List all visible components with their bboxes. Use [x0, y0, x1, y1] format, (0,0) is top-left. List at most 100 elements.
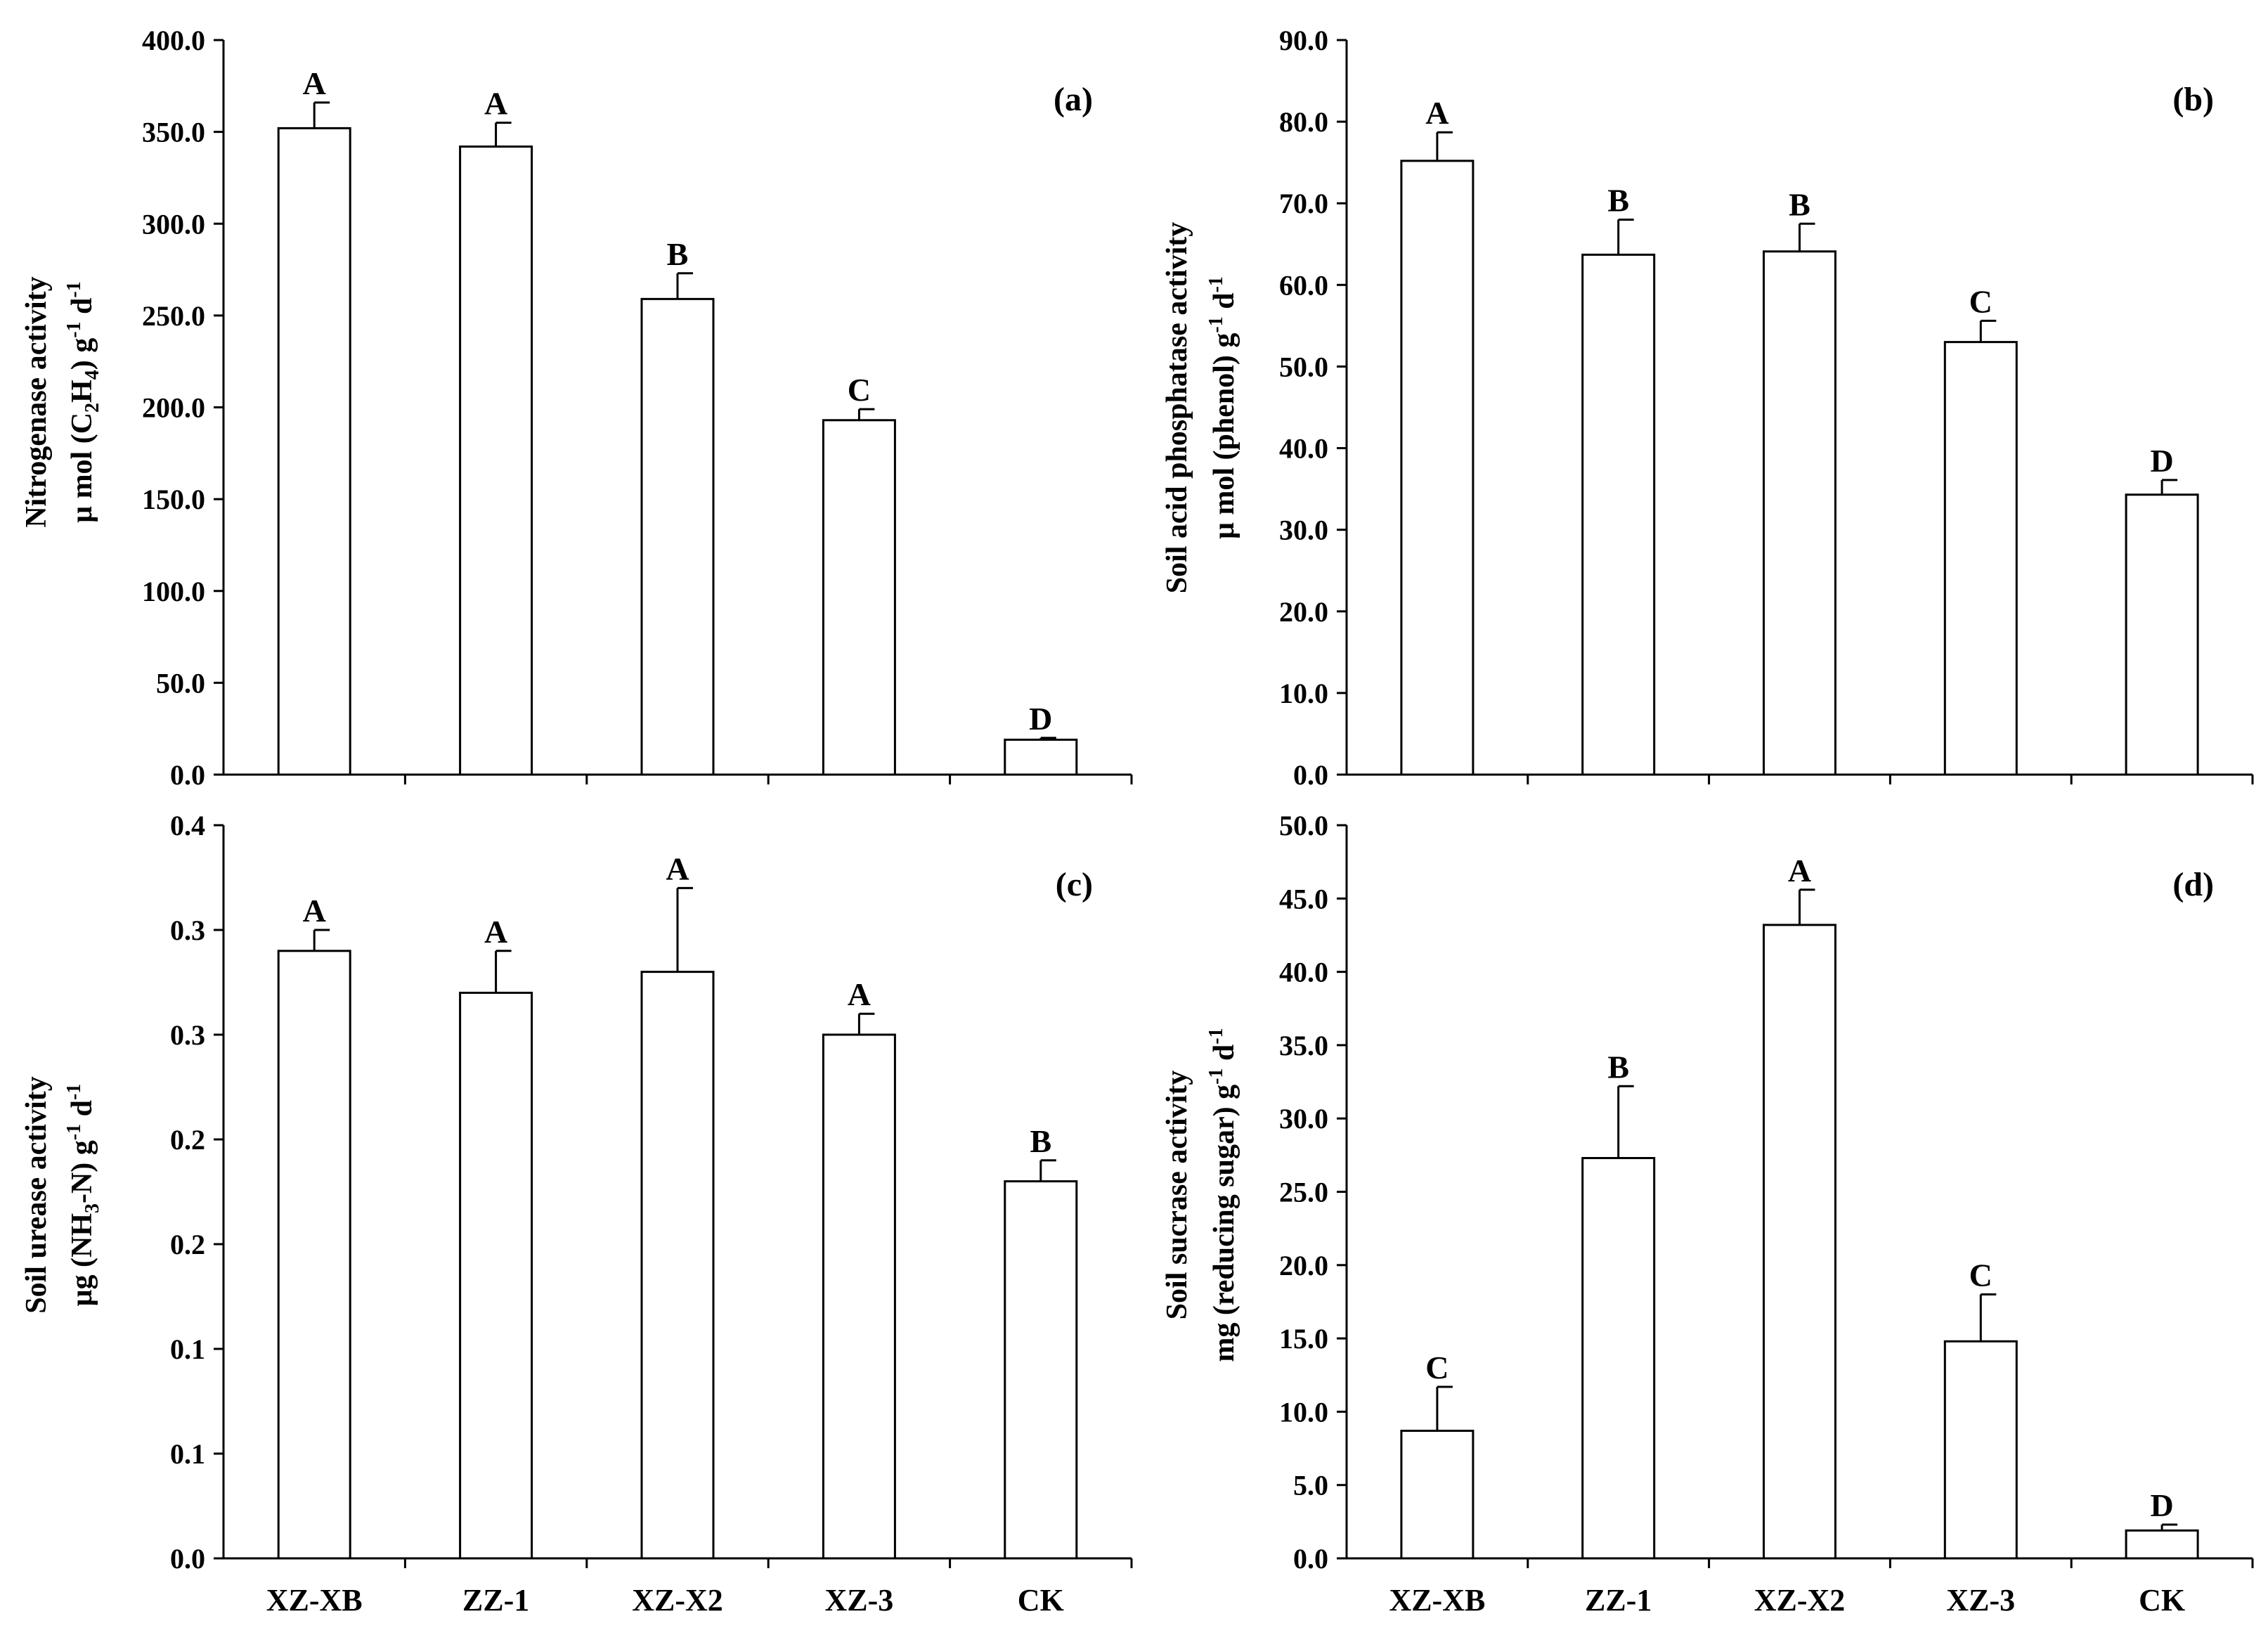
y-tick-label: 400.0 [142, 25, 205, 56]
bar-XZ-3 [1943, 341, 2018, 776]
y-tick-label: 80.0 [1279, 106, 1328, 138]
significance-label: A [484, 914, 507, 950]
y-tick-label: 0.3 [170, 1019, 205, 1051]
bar-CK [1004, 738, 1078, 776]
y-tick-label: 250.0 [142, 300, 205, 332]
y-tick-label: 20.0 [1279, 1250, 1328, 1281]
y-tick-label: 30.0 [1279, 515, 1328, 546]
y-axis-units-part: -1 [1205, 1028, 1227, 1044]
significance-label: B [1789, 186, 1810, 222]
significance-label: B [667, 236, 689, 272]
y-tick-label: 60.0 [1279, 269, 1328, 301]
significance-label: A [303, 65, 326, 101]
bar-XZ-3 [822, 1033, 896, 1560]
x-category-label: ZZ-1 [462, 1583, 529, 1617]
y-tick-label: 5.0 [1293, 1470, 1328, 1501]
bar-XZ-3 [1943, 1340, 2018, 1560]
bar-XZ-X2 [1763, 924, 1836, 1560]
y-tick-label: 200.0 [142, 392, 205, 424]
y-tick-label: 0.2 [170, 1124, 205, 1156]
y-tick-label: 10.0 [1279, 1396, 1328, 1428]
y-axis-units-part: -N) g [66, 1140, 98, 1203]
significance-label: A [1425, 95, 1449, 131]
x-category-label: XZ-X2 [1754, 1583, 1846, 1617]
y-axis-units-part: 3 [82, 1203, 103, 1213]
y-tick-label: 0.1 [170, 1333, 205, 1365]
significance-label: A [666, 851, 689, 886]
significance-label: C [848, 372, 871, 408]
significance-label: A [1788, 853, 1811, 888]
y-tick-label: 350.0 [142, 117, 205, 148]
y-tick-label: 0.3 [170, 914, 205, 946]
significance-label: C [1425, 1350, 1449, 1385]
chart-panel-1: 0.0 10.0 20.0 30.0 40.0 50.0 60.0 70.0 80.0 90.0 A… [1161, 25, 2254, 791]
significance-label: D [2150, 1487, 2173, 1523]
bar-XZ-XB [277, 950, 351, 1560]
x-category-label: CK [2139, 1583, 2185, 1617]
y-axis-units-part: μg (NH [66, 1213, 98, 1306]
y-tick-label: 70.0 [1279, 188, 1328, 219]
y-axis-units-part: -1 [63, 321, 85, 337]
y-axis-units-part: -1 [1205, 316, 1227, 332]
y-axis-units-part: -1 [1205, 276, 1227, 292]
y-tick-label: 10.0 [1279, 678, 1328, 709]
bar-XZ-XB [277, 127, 351, 776]
x-category-label: XZ-3 [825, 1583, 894, 1617]
y-tick-label: 0.0 [170, 759, 205, 791]
y-axis-units-part: -1 [63, 1124, 85, 1140]
y-tick-label: 0.2 [170, 1229, 205, 1260]
y-axis-units: μg (NH3-N) g-1 d-1 [63, 1084, 103, 1307]
y-tick-label: 50.0 [156, 667, 205, 699]
bar-XZ-3 [822, 419, 896, 776]
y-axis-units: μ mol (C2H4) g-1 d-1 [63, 281, 103, 522]
x-category-label: XZ-X2 [632, 1583, 723, 1617]
y-axis-units-part: μ mol (C [66, 413, 98, 523]
panel-label: (c) [1056, 866, 1093, 903]
y-tick-label: 150.0 [142, 484, 205, 515]
bar-ZZ-1 [1581, 253, 1656, 776]
bar-CK [1004, 1180, 1078, 1560]
y-tick-label: 25.0 [1279, 1177, 1328, 1208]
bar-ZZ-1 [459, 146, 533, 776]
y-tick-label: 30.0 [1279, 1103, 1328, 1134]
panel-label: (a) [1054, 81, 1093, 118]
y-tick-label: 15.0 [1279, 1323, 1328, 1355]
y-axis-title: Soil acid phosphatase activity [1161, 222, 1193, 594]
significance-label: A [484, 86, 507, 122]
y-tick-label: 100.0 [142, 576, 205, 607]
y-axis-units-part: 2 [82, 403, 103, 413]
y-tick-label: 0.4 [170, 810, 205, 841]
y-tick-label: 0.0 [1293, 1543, 1328, 1575]
y-tick-label: 90.0 [1279, 25, 1328, 56]
y-axis-units-part: mg (reducing sugar) g [1208, 1085, 1240, 1362]
y-axis-title: Soil urease activity [20, 1076, 53, 1314]
y-tick-label: 20.0 [1279, 596, 1328, 628]
significance-label: C [1969, 1258, 1992, 1293]
y-axis-units-part: d [1208, 1045, 1240, 1068]
significance-label: B [1030, 1123, 1051, 1159]
y-axis-units: mg (reducing sugar) g-1 d-1 [1205, 1028, 1240, 1362]
y-axis-units-part: -1 [63, 281, 85, 297]
bar-XZ-XB [1400, 160, 1475, 776]
x-category-label: ZZ-1 [1585, 1583, 1652, 1617]
bar-CK [2125, 493, 2199, 776]
x-category-label: XZ-XB [1389, 1583, 1485, 1617]
y-tick-label: 0.0 [1293, 759, 1328, 791]
chart-panel-3: 0.0 5.0 10.0 15.0 20.0 25.0 30.0 35.0 40.0 45.0 50… [1161, 810, 2254, 1617]
y-axis-units-part: μ mol (phenol) g [1208, 333, 1240, 539]
significance-label: A [303, 893, 326, 929]
y-tick-label: 35.0 [1279, 1030, 1328, 1061]
y-axis-units-part: d [66, 298, 98, 322]
panel-label: (b) [2172, 81, 2214, 118]
y-tick-label: 40.0 [1279, 433, 1328, 465]
panel-label: (d) [2172, 866, 2214, 903]
y-axis-units-part: -1 [1205, 1068, 1227, 1085]
y-tick-label: 0.0 [170, 1543, 205, 1575]
significance-label: C [1969, 283, 1992, 319]
significance-label: B [1607, 1049, 1629, 1085]
bar-XZ-X2 [640, 971, 715, 1560]
bar-XZ-X2 [640, 297, 715, 776]
y-axis-title: Nitrogenase activity [20, 276, 53, 527]
y-tick-label: 40.0 [1279, 957, 1328, 988]
